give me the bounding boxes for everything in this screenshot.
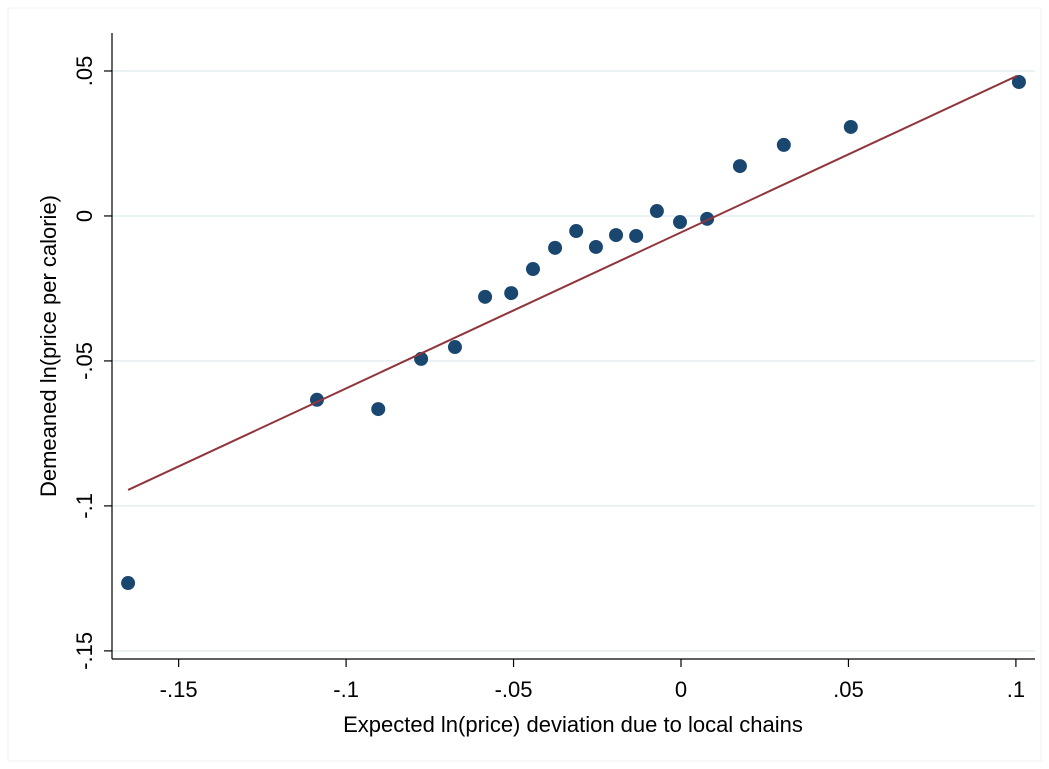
point (504, 286, 519, 301)
y-tick-label: -.1 (72, 493, 97, 519)
x-tick-label: 0 (675, 677, 687, 702)
point (478, 289, 493, 304)
y-tick-label: -.05 (72, 342, 97, 380)
point (447, 340, 462, 355)
x-tick-label: -.1 (333, 677, 359, 702)
x-tick-label: .05 (833, 677, 864, 702)
point (673, 215, 687, 230)
y-tick-label: .05 (72, 56, 97, 87)
frame (7, 7, 1042, 762)
x-tick-label: -.15 (160, 677, 198, 702)
point (776, 137, 791, 152)
x-axis-title: Expected ln(price) deviation due to loca… (343, 712, 803, 737)
x-tick-label: .1 (1007, 677, 1025, 702)
point (121, 576, 136, 591)
y-axis-title: Demeaned ln(price per calorie) (36, 195, 61, 497)
point (525, 262, 540, 277)
fit-line (127, 75, 1018, 491)
point (732, 159, 747, 174)
point (548, 240, 563, 255)
x-tick-label: -.05 (495, 677, 533, 702)
point (629, 228, 644, 243)
point (843, 119, 858, 134)
y-tick-label: 0 (72, 210, 97, 222)
point (371, 402, 386, 417)
y-tick-label: -.15 (72, 632, 97, 670)
point (588, 239, 603, 254)
point (649, 204, 664, 219)
point (569, 224, 584, 239)
point (609, 228, 624, 243)
point (1011, 75, 1026, 90)
